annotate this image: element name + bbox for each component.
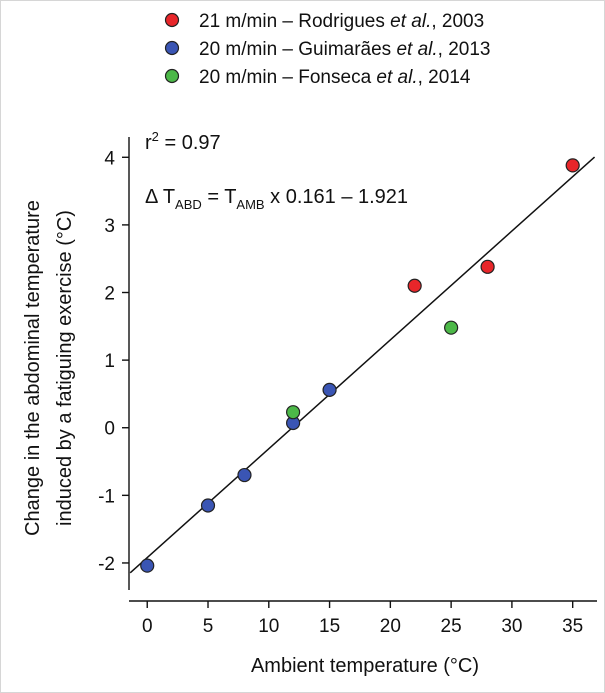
eq-sub-abd: ABD <box>175 197 202 212</box>
legend-year-rodrigues: , 2003 <box>431 11 484 32</box>
x-axis-ticks: 0 5 10 15 20 25 30 35 <box>142 601 583 637</box>
y-tick-label: 0 <box>104 419 115 440</box>
y-axis-title-line2: induced by a fatiguing exercise (°C) <box>54 210 76 526</box>
legend-speed-rodrigues: 21 m/min – Rodrigues <box>199 11 390 32</box>
data-point-series-0 <box>480 259 495 274</box>
data-points <box>140 158 580 573</box>
legend-etal-guimaraes: et al. <box>396 39 437 60</box>
y-tick-label: 2 <box>104 284 115 305</box>
x-tick-label: 5 <box>203 616 214 637</box>
legend-marker-fonseca <box>164 68 180 84</box>
y-axis-title-line1: Change in the abdominal temperature <box>22 200 44 536</box>
r-squared-annotation: r2 = 0.97 <box>145 129 221 154</box>
y-tick-label: 4 <box>104 148 115 169</box>
r2-superscript: 2 <box>152 129 159 144</box>
legend-etal-fonseca: et al. <box>376 67 417 88</box>
x-tick-label: 30 <box>501 616 522 637</box>
eq-mid: = T <box>202 186 237 208</box>
legend-year-guimaraes: , 2013 <box>438 39 491 60</box>
y-tick-label: 1 <box>104 351 115 372</box>
y-tick-label: -1 <box>98 486 115 507</box>
legend-entry-guimaraes: 20 m/min – Guimarães et al., 2013 <box>164 39 491 60</box>
legend-entry-rodrigues: 21 m/min – Rodrigues et al., 2003 <box>164 11 484 32</box>
data-point-series-2 <box>286 405 301 420</box>
legend-etal-rodrigues: et al. <box>390 11 431 32</box>
regression-line <box>129 156 596 574</box>
legend-marker-rodrigues <box>164 12 180 28</box>
eq-delta: Δ T <box>145 186 175 208</box>
legend-speed-fonseca: 20 m/min – Fonseca <box>199 67 376 88</box>
data-point-series-1 <box>322 382 337 397</box>
x-tick-label: 20 <box>380 616 401 637</box>
data-point-series-0 <box>407 278 422 293</box>
legend: 21 m/min – Rodrigues et al., 2003 20 m/m… <box>164 11 491 88</box>
data-point-series-1 <box>237 467 252 483</box>
legend-label-guimaraes: 20 m/min – Guimarães et al., 2013 <box>199 39 491 60</box>
x-tick-label: 25 <box>441 616 462 637</box>
eq-tail: x 0.161 – 1.921 <box>265 186 408 208</box>
data-point-series-2 <box>444 320 459 335</box>
eq-sub-amb: AMB <box>236 197 264 212</box>
x-tick-label: 15 <box>319 616 340 637</box>
x-tick-label: 0 <box>142 616 153 637</box>
r2-value: = 0.97 <box>159 132 221 154</box>
y-tick-label: 3 <box>104 216 115 237</box>
regression-equation: Δ TABD = TAMB x 0.161 – 1.921 <box>145 186 408 212</box>
legend-label-rodrigues: 21 m/min – Rodrigues et al., 2003 <box>199 11 484 32</box>
data-point-series-1 <box>140 558 155 573</box>
x-tick-label: 10 <box>258 616 279 637</box>
legend-marker-guimaraes <box>164 40 180 56</box>
legend-entry-fonseca: 20 m/min – Fonseca et al., 2014 <box>164 67 471 88</box>
y-tick-label: -2 <box>98 554 115 575</box>
y-axis-ticks: -2 -1 0 1 2 3 4 <box>98 148 129 575</box>
x-axis-title: Ambient temperature (°C) <box>251 655 479 677</box>
legend-year-fonseca: , 2014 <box>418 67 471 88</box>
legend-speed-guimaraes: 20 m/min – Guimarães <box>199 39 396 60</box>
data-point-series-0 <box>565 158 580 173</box>
data-point-series-1 <box>200 498 216 513</box>
r2-prefix: r <box>145 132 152 154</box>
legend-label-fonseca: 20 m/min – Fonseca et al., 2014 <box>199 67 471 88</box>
x-tick-label: 35 <box>562 616 583 637</box>
